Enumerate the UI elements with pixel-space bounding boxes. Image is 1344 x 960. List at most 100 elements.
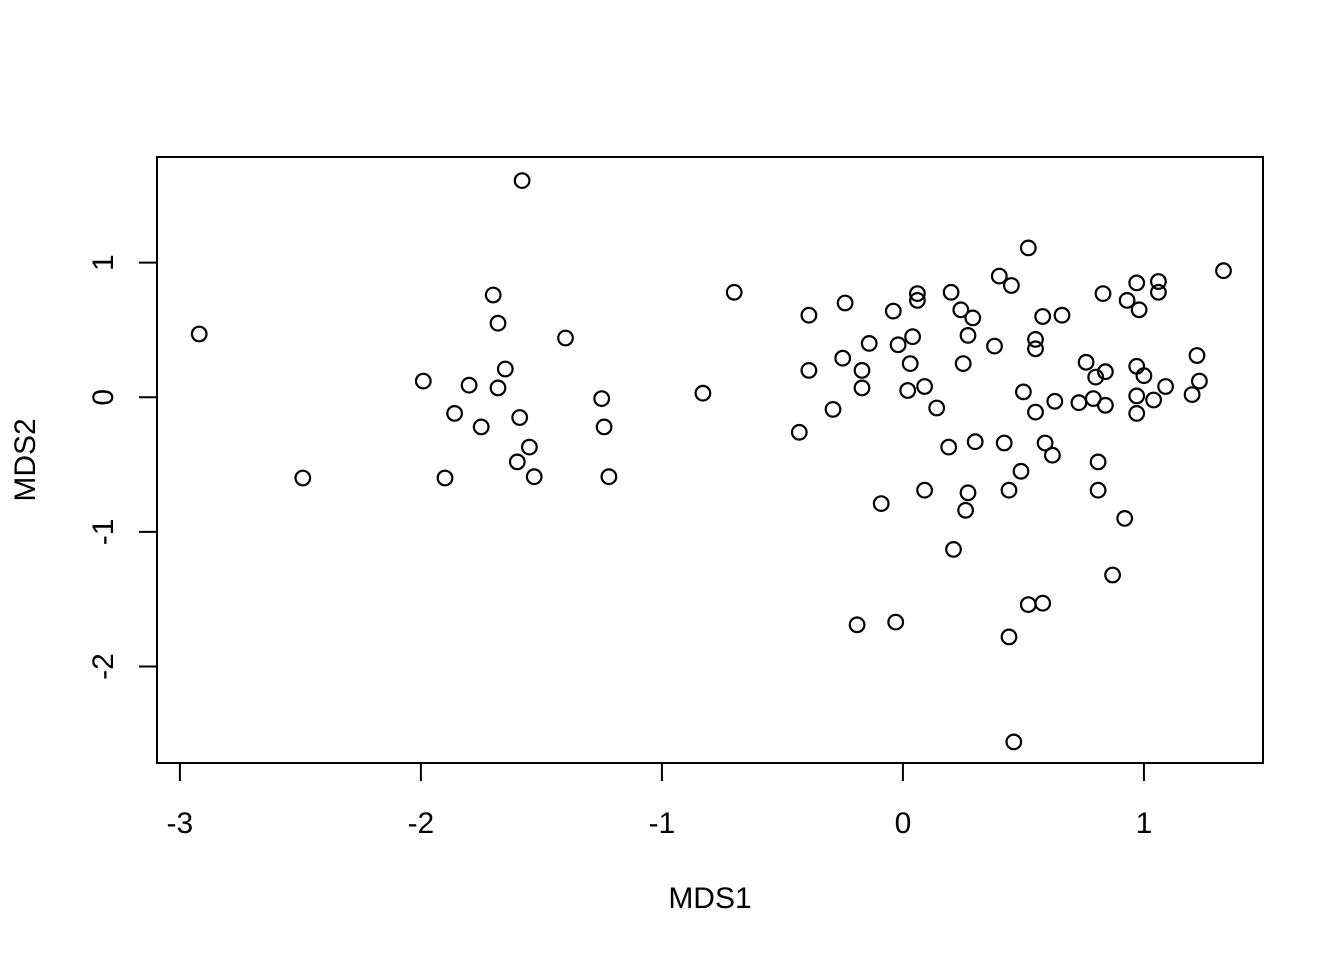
data-point [1145,391,1162,409]
data-point [1077,353,1095,371]
data-point [600,468,618,486]
data-point [909,292,926,309]
data-point [928,399,946,417]
data-point [1046,392,1064,410]
data-point [1003,277,1020,294]
data-point [1149,283,1167,301]
data-point [725,283,743,301]
data-point [1070,394,1088,412]
data-point [990,267,1008,285]
y-tick-label: 1 [87,254,120,271]
data-point [1128,387,1146,405]
data-point [942,283,960,301]
data-point [513,172,531,190]
data-point [901,355,919,373]
data-point [593,390,611,408]
data-point [511,409,529,426]
data-point [986,337,1003,355]
data-point [1183,386,1201,404]
data-point [790,423,808,441]
data-point [1128,405,1146,422]
data-point [1096,363,1114,381]
data-point [860,335,878,352]
x-tick-label: -1 [649,807,676,840]
data-point [800,362,818,379]
data-point [489,379,507,397]
data-point [1027,403,1044,421]
data-point [1089,453,1107,471]
data-point [1034,594,1052,612]
data-point [1000,481,1018,499]
y-tick-label: -1 [87,519,120,546]
x-tick-label: -2 [408,807,435,840]
data-point [899,382,917,399]
data-point [957,501,974,519]
data-point [595,418,613,436]
data-point [904,328,921,346]
data-point [1087,368,1105,386]
data-point [1019,596,1037,613]
data-point [964,309,982,327]
data-point [889,336,907,354]
data-point [940,438,958,456]
data-point [824,401,842,418]
data-point [1104,566,1121,584]
data-point [909,285,926,303]
data-point [1000,628,1018,646]
data-point [1215,262,1232,280]
data-point [1157,378,1174,395]
x-axis-title: MDS1 [668,882,751,915]
data-point [1188,347,1206,364]
data-point [460,376,478,394]
data-point [1089,481,1107,499]
data-point [484,286,502,304]
y-axis-title: MDS2 [9,418,42,501]
data-point [1012,462,1030,480]
data-point [945,541,962,558]
data-point [916,481,933,499]
data-points-layer [190,172,1232,751]
data-point [848,616,866,634]
data-point [1034,308,1052,325]
data-point [834,349,852,367]
data-point [966,433,984,451]
data-point [1135,367,1153,385]
data-point [1036,434,1054,452]
data-point [916,378,933,395]
data-point [995,434,1013,452]
data-point [884,302,902,320]
x-tick-label: -3 [167,807,194,840]
data-point [1094,285,1112,303]
data-point [887,613,905,631]
y-axis-tick-labels: -2 -1 0 1 [87,254,120,680]
data-point [1116,510,1134,527]
data-point [1019,239,1037,257]
data-point [1027,331,1044,348]
data-point [1096,396,1114,414]
data-point [489,314,507,332]
data-point [1027,340,1044,358]
data-point [294,469,312,487]
data-point [952,301,970,319]
y-axis-ticks [139,261,157,668]
x-axis-ticks [178,763,1145,781]
data-point [190,325,208,343]
x-tick-label: 1 [1136,807,1153,840]
data-point [436,469,454,487]
data-point [872,495,890,513]
x-axis-tick-labels: -3 -2 -1 0 1 [167,807,1153,840]
data-point [525,468,543,486]
data-point [521,438,538,456]
x-tick-label: 0 [895,807,912,840]
data-point [1015,383,1032,401]
data-point [472,418,490,436]
y-tick-label: 0 [87,389,120,406]
data-point [853,379,871,397]
data-point [836,294,854,312]
data-point [1128,274,1146,292]
data-point [959,484,977,502]
data-point [557,329,574,347]
data-point [1190,372,1208,390]
